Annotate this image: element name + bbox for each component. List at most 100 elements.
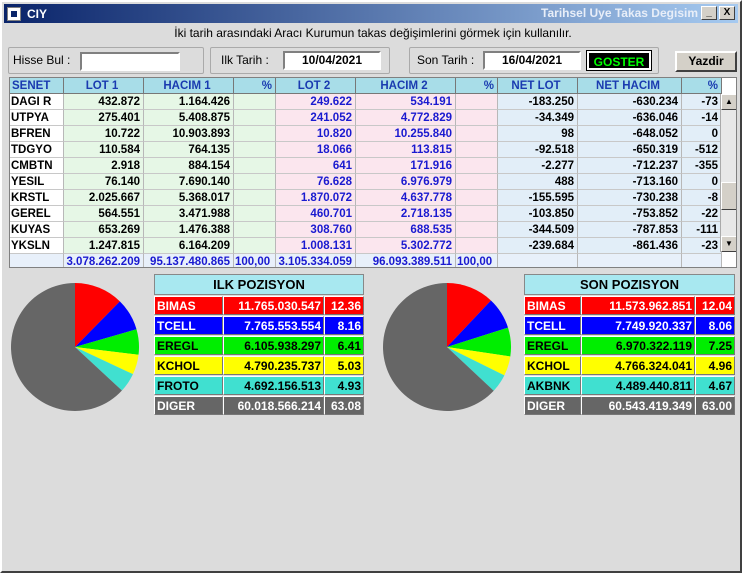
table-cell: 10.255.840 — [356, 126, 456, 142]
ilk-pozisyon-pie-chart — [11, 283, 140, 411]
app-icon — [7, 6, 21, 21]
table-cell: 2.718.135 — [356, 206, 456, 222]
scroll-thumb[interactable] — [721, 182, 736, 210]
column-header[interactable]: LOT 1 — [64, 78, 144, 94]
son-pie-slice-eregl — [447, 327, 512, 357]
table-cell — [456, 222, 498, 238]
table-cell: -712.237 — [578, 158, 682, 174]
table-row[interactable]: KRSTL 2.025.667 5.368.017 1.870.072 4.637.77… — [10, 190, 736, 206]
table-cell: 6.164.209 — [144, 238, 234, 254]
table-cell: 884.154 — [144, 158, 234, 174]
totals-cell: 3.078.262.209 — [64, 254, 144, 267]
yazdir-button[interactable]: Yazdir — [675, 51, 737, 72]
table-row[interactable]: UTPYA 275.401 5.408.875 241.052 4.772.829 -34… — [10, 110, 736, 126]
table-row[interactable]: TDGYO 110.584 764.135 18.066 113.815 -92.518-… — [10, 142, 736, 158]
table-cell: 764.135 — [144, 142, 234, 158]
table-cell: 7.690.140 — [144, 174, 234, 190]
table-cell — [456, 126, 498, 142]
table-cell — [456, 190, 498, 206]
column-header[interactable]: NET LOT — [498, 78, 578, 94]
column-header[interactable]: NET HACIM — [578, 78, 682, 94]
ilk-pie-slice-froto — [75, 347, 133, 391]
table-cell: -23 — [682, 238, 722, 254]
totals-cell: 3.105.334.059 — [276, 254, 356, 267]
table-cell: 1.164.426 — [144, 94, 234, 110]
column-header[interactable]: LOT 2 — [276, 78, 356, 94]
ilk-position-row-kchol: KCHOL 4.790.235.737 5.03 — [154, 356, 364, 375]
column-header[interactable]: HACIM 1 — [144, 78, 234, 94]
table-cell: -8 — [682, 190, 722, 206]
scroll-up-icon[interactable]: ▲ — [721, 94, 736, 110]
column-header[interactable]: % — [234, 78, 276, 94]
table-row[interactable]: YESIL 76.140 7.690.140 76.628 6.976.979 488 -7… — [10, 174, 736, 190]
ilk-position-row-diger: DIGER 60.018.566.214 63.08 — [154, 396, 364, 415]
son-position-name: DIGER — [524, 396, 581, 415]
table-cell: DAGI R — [10, 94, 64, 110]
table-cell — [234, 222, 276, 238]
son-position-pct: 8.06 — [695, 316, 735, 335]
ilk-tarih-group — [210, 47, 390, 74]
son-tarih-input[interactable]: 16/04/2021 — [483, 51, 581, 70]
son-position-row-tcell: TCELL 7.749.920.337 8.06 — [524, 316, 735, 335]
hisse-group — [8, 47, 204, 74]
table-cell — [234, 94, 276, 110]
table-row[interactable]: BFREN 10.722 10.903.893 10.820 10.255.840 98-… — [10, 126, 736, 142]
table-cell — [234, 110, 276, 126]
ilk-position-pct: 12.36 — [324, 296, 364, 315]
son-position-value: 60.543.419.349 — [581, 396, 695, 415]
column-header[interactable]: % — [682, 78, 722, 94]
table-row[interactable]: CMBTN 2.918 884.154 641 171.916 -2.277 -712.23… — [10, 158, 736, 174]
table-cell: -111 — [682, 222, 722, 238]
table-row[interactable]: GEREL 564.551 3.471.988 460.701 2.718.135 -10… — [10, 206, 736, 222]
table-cell: -787.853 — [578, 222, 682, 238]
table-cell — [234, 158, 276, 174]
column-header[interactable]: SENET — [10, 78, 64, 94]
table-cell — [456, 110, 498, 126]
hisse-search-input[interactable] — [80, 52, 180, 71]
column-header[interactable]: HACIM 2 — [356, 78, 456, 94]
column-header[interactable]: % — [456, 78, 498, 94]
title-bar[interactable]: CIY Tarihsel Uye Takas Degisim _ X — [4, 4, 738, 23]
table-cell: 275.401 — [64, 110, 144, 126]
table-cell: -34.349 — [498, 110, 578, 126]
ilk-tarih-input[interactable]: 10/04/2021 — [283, 51, 381, 70]
son-pie-slice-diger — [382, 283, 494, 411]
scroll-down-icon[interactable]: ▼ — [721, 236, 736, 252]
table-row[interactable]: YKSLN 1.247.815 6.164.209 1.008.131 5.302.77… — [10, 238, 736, 254]
ilk-pie-slice-bimas — [75, 283, 120, 347]
son-tarih-label: Son Tarih : — [417, 53, 475, 67]
table-cell: -239.684 — [498, 238, 578, 254]
table-cell: -753.852 — [578, 206, 682, 222]
takas-table[interactable]: SENET LOT 1 HACIM 1% LOT 2 HACIM 2% NET LOT NE… — [9, 77, 737, 268]
son-position-pct: 4.67 — [695, 376, 735, 395]
table-cell — [234, 190, 276, 206]
table-totals-row: 3.078.262.209 95.137.480.865 100,00 3.105.3… — [10, 254, 736, 267]
table-cell: -344.509 — [498, 222, 578, 238]
goster-button[interactable]: GOSTER — [586, 50, 652, 71]
table-cell: 432.872 — [64, 94, 144, 110]
table-cell: 18.066 — [276, 142, 356, 158]
table-cell: KUYAS — [10, 222, 64, 238]
table-cell: -22 — [682, 206, 722, 222]
ilk-position-pct: 4.93 — [324, 376, 364, 395]
description-text: İki tarih arasındaki Aracı Kurumun takas… — [174, 26, 572, 40]
table-cell — [456, 174, 498, 190]
table-cell — [234, 126, 276, 142]
table-row[interactable]: DAGI R 432.872 1.164.426 249.622 534.191 -183… — [10, 94, 736, 110]
table-cell: 5.408.875 — [144, 110, 234, 126]
table-cell: BFREN — [10, 126, 64, 142]
table-cell: CMBTN — [10, 158, 64, 174]
close-button[interactable]: X — [719, 6, 735, 20]
ilk-pie-slice-tcell — [75, 301, 137, 347]
son-position-pct: 12.04 — [695, 296, 735, 315]
table-cell: -512 — [682, 142, 722, 158]
totals-cell — [578, 254, 682, 267]
ilk-position-value: 7.765.553.554 — [223, 316, 324, 335]
son-position-row-bimas: BIMAS 11.573.962.851 12.04 — [524, 296, 735, 315]
table-cell: 76.628 — [276, 174, 356, 190]
table-row[interactable]: KUYAS 653.269 1.476.388 308.760 688.535 -344.… — [10, 222, 736, 238]
table-cell: 641 — [276, 158, 356, 174]
vertical-scrollbar[interactable]: ▲ ▼ — [720, 94, 736, 252]
table-cell: -92.518 — [498, 142, 578, 158]
minimize-button[interactable]: _ — [701, 6, 717, 20]
